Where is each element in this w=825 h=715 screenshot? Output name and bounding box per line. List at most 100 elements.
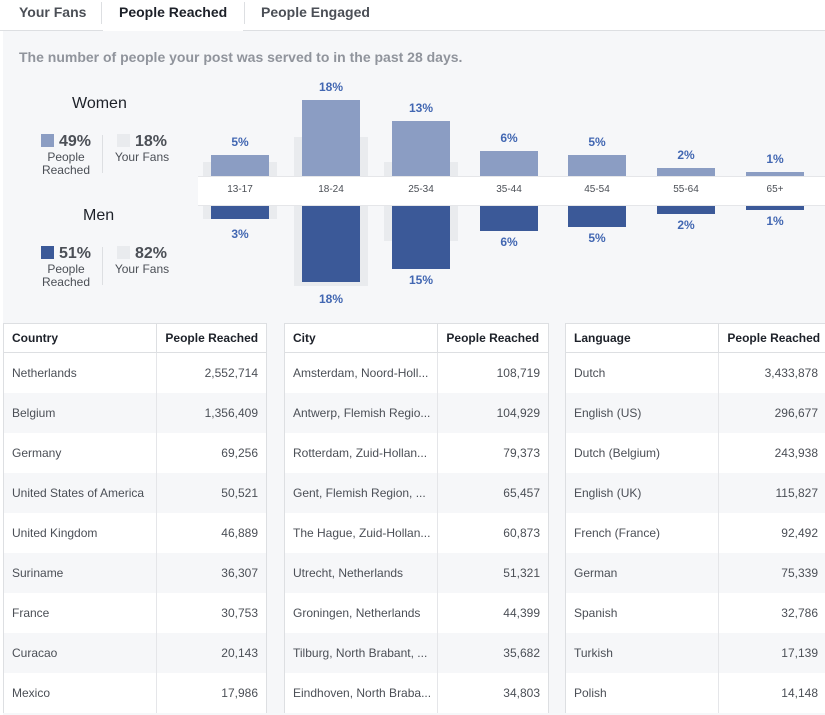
city-name-cell: Antwerp, Flemish Regio... — [293, 406, 431, 420]
city-value-cell: 44,399 — [437, 593, 548, 633]
men-pct-label: 15% — [408, 273, 434, 287]
women-pct-label: 6% — [500, 130, 518, 145]
men-bar[interactable] — [657, 203, 715, 215]
age-tick-label: 13-17 — [227, 184, 253, 195]
men-bar[interactable] — [568, 203, 626, 227]
city-reached-column-header[interactable]: People Reached — [437, 324, 548, 352]
tab-people-engaged[interactable]: People Engaged — [261, 4, 370, 20]
country-name-cell: United Kingdom — [12, 526, 98, 540]
city-value-cell: 60,873 — [437, 513, 548, 553]
table-row: Eindhoven, North Braba... 34,803 — [285, 673, 548, 713]
women-fans-legend: 18% Your Fans — [97, 133, 187, 164]
tab-divider — [101, 2, 102, 24]
language-column-header[interactable]: Language — [574, 331, 631, 345]
country-name-cell: Netherlands — [12, 366, 77, 380]
language-table: Language People Reached Dutch 3,433,878 En… — [565, 323, 825, 713]
table-row: Dutch (Belgium) 243,938 — [566, 433, 825, 473]
tab-divider — [244, 2, 245, 24]
age-tick-label: 25-34 — [408, 184, 434, 195]
tab-people-reached[interactable]: People Reached — [103, 0, 244, 32]
language-name-cell: English (US) — [574, 406, 642, 420]
language-value-cell: 3,433,878 — [718, 353, 825, 393]
men-reached-label: Reached — [41, 275, 91, 289]
table-row: Antwerp, Flemish Regio... 104,929 — [285, 393, 548, 433]
language-name-cell: Dutch — [574, 366, 606, 380]
legend-divider — [102, 247, 103, 285]
table-row: The Hague, Zuid-Hollan... 60,873 — [285, 513, 548, 553]
women-pct-label: 2% — [677, 147, 695, 162]
men-reached-label: People — [47, 262, 85, 276]
women-bar[interactable] — [392, 121, 450, 186]
men-bar[interactable] — [746, 203, 804, 211]
city-value-cell: 108,719 — [437, 353, 548, 393]
language-name-cell: English (UK) — [574, 486, 642, 500]
women-reached-label: Reached — [41, 163, 91, 177]
men-title: Men — [83, 207, 115, 224]
country-name-cell: Suriname — [12, 566, 64, 580]
language-name-cell: German — [574, 566, 618, 580]
age-tick-label: 35-44 — [496, 184, 522, 195]
city-value-cell: 51,321 — [437, 553, 548, 593]
men-reached-pct: 51% — [58, 245, 92, 262]
country-name-cell: Germany — [12, 446, 62, 460]
language-value-cell: 296,677 — [718, 393, 825, 433]
country-table: Country People Reached Netherlands 2,552,… — [3, 323, 267, 713]
city-name-cell: Eindhoven, North Braba... — [293, 686, 432, 700]
men-bar[interactable] — [211, 203, 269, 219]
tab-bar: Your Fans People Reached People Engaged — [0, 0, 825, 32]
men-fans-pct: 82% — [134, 245, 168, 262]
language-value-cell: 243,938 — [718, 433, 825, 473]
country-value-cell: 50,521 — [156, 473, 266, 513]
city-table-header: City People Reached — [285, 323, 548, 353]
table-row: Netherlands 2,552,714 — [4, 353, 266, 393]
age-tick-label: 65+ — [766, 184, 784, 195]
city-table: City People Reached Amsterdam, Noord-Hol… — [284, 323, 549, 713]
men-bar[interactable] — [392, 203, 450, 269]
men-pct-label: 18% — [318, 292, 344, 306]
women-pct-label: 13% — [408, 101, 434, 116]
table-row: German 75,339 — [566, 553, 825, 593]
country-reached-column-header[interactable]: People Reached — [156, 324, 266, 352]
table-row: Polish 14,148 — [566, 673, 825, 713]
country-name-cell: United States of America — [12, 486, 145, 500]
language-reached-column-header[interactable]: People Reached — [718, 324, 825, 352]
women-pct-label: 18% — [318, 80, 344, 95]
city-column-header[interactable]: City — [293, 331, 316, 345]
women-pct-label: 5% — [231, 135, 249, 149]
women-reached-label: People — [47, 150, 85, 164]
tab-your-fans[interactable]: Your Fans — [19, 4, 87, 20]
table-row: Utrecht, Netherlands 51,321 — [285, 553, 548, 593]
table-row: Spanish 32,786 — [566, 593, 825, 633]
table-row: Amsterdam, Noord-Holl... 108,719 — [285, 353, 548, 393]
country-name-cell: Curacao — [12, 646, 58, 660]
men-bar[interactable] — [480, 203, 538, 232]
language-value-cell: 92,492 — [718, 513, 825, 553]
women-title: Women — [72, 95, 127, 112]
men-pct-label: 1% — [766, 214, 784, 229]
country-table-header: Country People Reached — [4, 323, 266, 353]
age-tick-label: 18-24 — [318, 184, 344, 195]
table-row: Belgium 1,356,409 — [4, 393, 266, 433]
age-tick-label: 45-54 — [584, 184, 610, 195]
table-row: Curacao 20,143 — [4, 633, 266, 673]
language-name-cell: Turkish — [574, 646, 613, 660]
country-value-cell: 46,889 — [156, 513, 266, 553]
age-tick-label: 55-64 — [673, 184, 699, 195]
men-swatch — [40, 246, 54, 259]
language-value-cell: 115,827 — [718, 473, 825, 513]
table-row: English (UK) 115,827 — [566, 473, 825, 513]
table-row: Turkish 17,139 — [566, 633, 825, 673]
city-value-cell: 79,373 — [437, 433, 548, 473]
country-value-cell: 20,143 — [156, 633, 266, 673]
country-column-header[interactable]: Country — [12, 331, 58, 345]
city-name-cell: Gent, Flemish Region, ... — [293, 486, 426, 500]
country-name-cell: Belgium — [12, 406, 56, 420]
language-name-cell: Dutch (Belgium) — [574, 446, 661, 460]
city-name-cell: Tilburg, North Brabant, ... — [293, 646, 428, 660]
city-name-cell: Utrecht, Netherlands — [293, 566, 404, 580]
table-row: Dutch 3,433,878 — [566, 353, 825, 393]
men-bar[interactable] — [302, 203, 360, 282]
women-bar[interactable] — [302, 100, 360, 186]
legend-divider — [102, 135, 103, 173]
country-value-cell: 2,552,714 — [156, 353, 266, 393]
